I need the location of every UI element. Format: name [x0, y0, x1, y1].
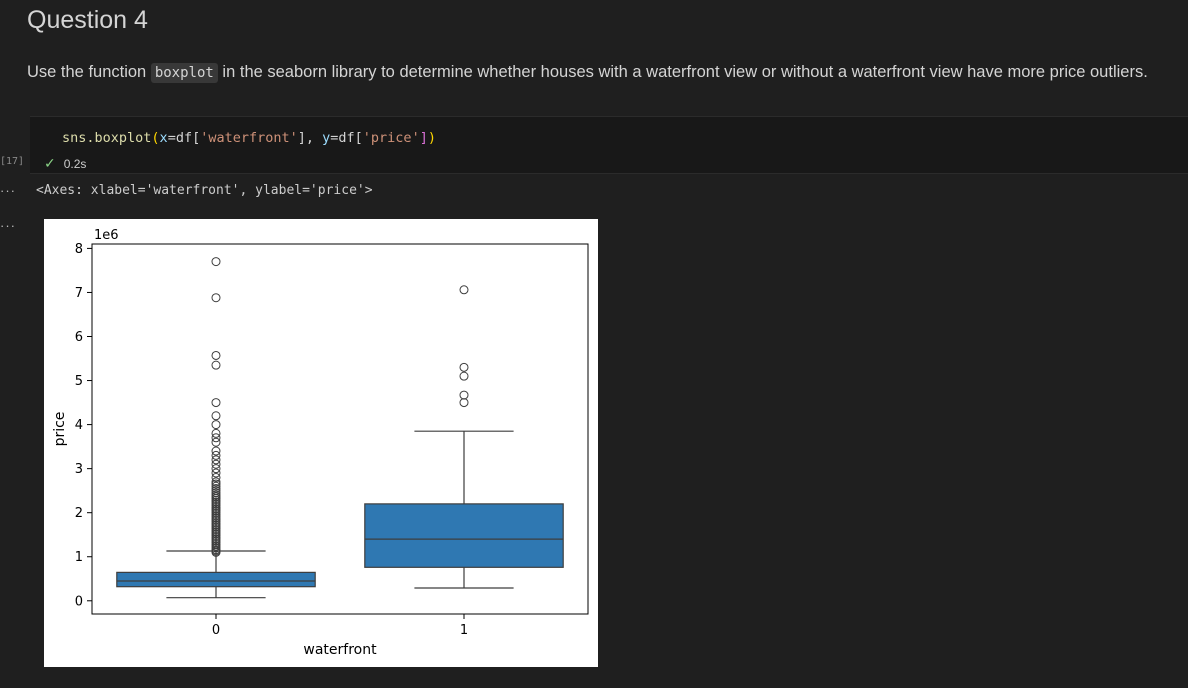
code-open-paren: ( — [151, 130, 160, 146]
code-x-str: 'waterfront' — [200, 130, 298, 146]
box-group-0 — [116, 257, 316, 599]
output-more-icon-2[interactable]: ··· — [0, 218, 16, 233]
cell-status: ✓ 0.2s — [44, 155, 86, 172]
boxplot-figure: 0 1 2 3 4 5 6 7 8 0 1 1e6 waterfront price — [44, 219, 598, 667]
outlier-point — [459, 398, 469, 408]
outlier-point — [211, 483, 221, 493]
instruction-text: Use the function boxplot in the seaborn … — [27, 63, 1148, 83]
axes-frame — [91, 243, 589, 615]
code-eq2: =df[ — [330, 130, 363, 146]
outlier-point — [211, 398, 221, 408]
box-iqr — [364, 503, 564, 568]
code-call: sns.boxplot — [62, 130, 152, 146]
outlier-point — [211, 293, 221, 303]
inline-code-boxplot: boxplot — [150, 63, 218, 83]
outlier-point — [211, 468, 221, 478]
y-tick-label: 6 — [75, 330, 83, 345]
outlier-point — [459, 362, 469, 372]
code-close-bracket: ] — [419, 130, 428, 146]
instruction-after: in the seaborn library to determine whet… — [217, 63, 1148, 81]
x-tick-label: 0 — [212, 623, 220, 638]
code-x-kw: x — [159, 130, 168, 146]
x-tick-label: 1 — [460, 623, 468, 638]
check-icon: ✓ — [44, 155, 56, 171]
instruction-before: Use the function — [27, 63, 151, 81]
output-text: <Axes: xlabel='waterfront', ylabel='pric… — [36, 183, 373, 198]
outlier-point — [211, 450, 221, 460]
outlier-point — [211, 428, 221, 438]
x-axis-label: waterfront — [303, 642, 377, 658]
code-close-paren: ) — [427, 130, 436, 146]
outlier-point — [211, 459, 221, 469]
code-eq1: =df[ — [167, 130, 201, 146]
outlier-point — [211, 446, 221, 456]
code-y-str: 'price' — [362, 130, 420, 146]
box-group-1 — [364, 285, 564, 589]
outlier-point — [211, 477, 221, 487]
y-tick-label: 2 — [75, 506, 83, 521]
y-tick-label: 4 — [75, 418, 83, 433]
outlier-point — [211, 455, 221, 465]
code-editor-line[interactable]: sns.boxplot(x=df['waterfront'], y=df['pr… — [62, 130, 436, 146]
outlier-point — [211, 257, 221, 267]
outlier-point — [211, 488, 221, 498]
axis-offset-label: 1e6 — [94, 228, 119, 243]
y-tick-label: 1 — [75, 550, 83, 565]
outlier-point — [211, 350, 221, 360]
page-title: Question 4 — [27, 6, 148, 34]
boxplot-chart: 0 1 2 3 4 5 6 7 8 0 1 1e6 waterfront price — [52, 228, 589, 658]
outlier-point — [459, 285, 469, 295]
y-tick-label: 7 — [75, 286, 83, 301]
outlier-point — [459, 371, 469, 381]
outlier-point — [211, 464, 221, 474]
outlier-point — [211, 360, 221, 370]
y-tick-label: 8 — [75, 242, 83, 257]
outlier-point — [211, 420, 221, 430]
box-iqr — [116, 571, 316, 588]
y-tick-label: 5 — [75, 374, 83, 389]
y-tick-label: 3 — [75, 462, 83, 477]
outlier-point — [211, 481, 221, 491]
outlier-point — [211, 472, 221, 482]
outlier-point — [211, 490, 221, 500]
outlier-point — [211, 479, 221, 489]
outlier-point — [211, 433, 221, 443]
y-axis-label: price — [52, 412, 68, 447]
code-mid: ], — [297, 130, 323, 146]
outlier-point — [459, 390, 469, 400]
code-y-kw: y — [322, 130, 331, 146]
output-more-icon[interactable]: ··· — [0, 183, 16, 198]
y-tick-label: 0 — [75, 594, 83, 609]
outlier-point — [211, 411, 221, 421]
execution-count: [17] — [0, 156, 25, 167]
outlier-point — [211, 486, 221, 496]
code-cell[interactable]: sns.boxplot(x=df['waterfront'], y=df['pr… — [30, 116, 1188, 174]
execution-duration: 0.2s — [63, 156, 87, 171]
outlier-point — [211, 437, 221, 447]
